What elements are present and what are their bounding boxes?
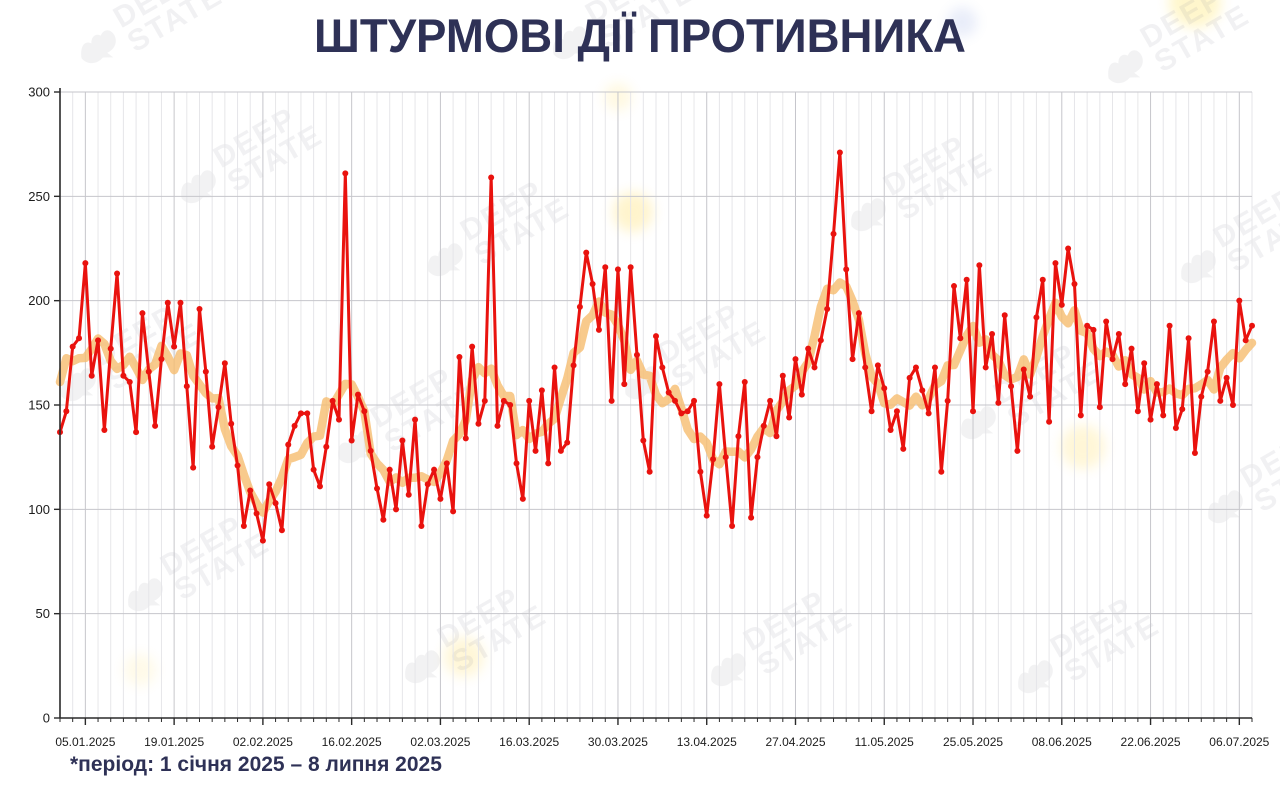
x-tick-label: 16.03.2025 — [499, 735, 559, 749]
daily-series-points — [57, 149, 1255, 544]
x-tick-label: 22.06.2025 — [1121, 735, 1181, 749]
gridlines — [59, 91, 1253, 718]
x-tick-label: 05.01.2025 — [55, 735, 115, 749]
x-tick-label: 16.02.2025 — [322, 735, 382, 749]
x-tick-label: 06.07.2025 — [1209, 735, 1269, 749]
y-tick-label: 150 — [28, 398, 50, 413]
x-tick-label: 02.02.2025 — [233, 735, 293, 749]
y-tick-label: 50 — [36, 606, 50, 621]
x-tick-label: 19.01.2025 — [144, 735, 204, 749]
x-tick-label: 13.04.2025 — [677, 735, 737, 749]
x-tick-label: 25.05.2025 — [943, 735, 1003, 749]
y-tick-label: 0 — [43, 711, 50, 726]
x-tick-label: 30.03.2025 — [588, 735, 648, 749]
x-tick-label: 08.06.2025 — [1032, 735, 1092, 749]
period-footnote: *період: 1 січня 2025 – 8 липня 2025 — [70, 753, 442, 776]
x-tick-label: 11.05.2025 — [855, 735, 914, 749]
y-tick-label: 100 — [28, 502, 50, 517]
y-tick-label: 250 — [28, 189, 50, 204]
y-tick-label: 300 — [28, 85, 50, 100]
x-tick-label: 27.04.2025 — [765, 735, 825, 749]
y-tick-label: 200 — [28, 293, 50, 308]
page-title: ШТУРМОВІ ДІЇ ПРОТИВНИКА — [314, 8, 966, 62]
x-tick-label: 02.03.2025 — [410, 735, 470, 749]
axes: 0 50 100 150 200 250 300 05.01.2025 19.01.2025 02… — [28, 85, 1269, 750]
